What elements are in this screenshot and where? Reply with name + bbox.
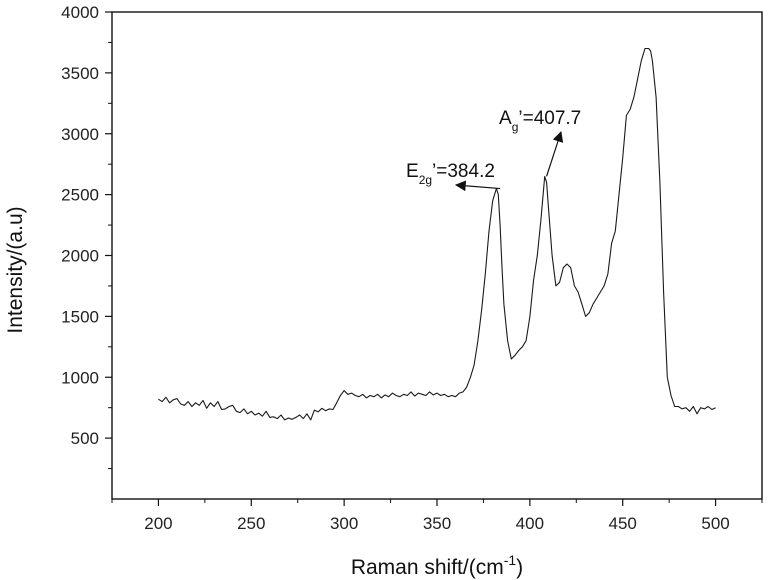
y-tick-label: 1000 (61, 368, 99, 387)
x-tick-label: 250 (237, 514, 265, 533)
y-tick-label: 500 (71, 429, 99, 448)
y-tick-label: 3000 (61, 125, 99, 144)
annotation-arrow (547, 132, 561, 176)
y-tick-label: 3500 (61, 64, 99, 83)
peak-label-subscript: 2g (419, 173, 432, 187)
x-tick-label: 350 (423, 514, 451, 533)
x-axis-title-main: Raman shift/(cm (351, 556, 504, 579)
peak-label-value: ’=384.2 (432, 161, 495, 182)
y-axis-title: Intensity/(a.u) (4, 206, 27, 333)
peak-label: Ag’=407.7 (499, 108, 581, 134)
peak-label-value: ’=407.7 (518, 108, 581, 129)
x-tick-label: 450 (609, 514, 637, 533)
x-tick-label: 500 (701, 514, 729, 533)
x-axis-title-close: ) (516, 556, 523, 579)
y-tick-label: 2000 (61, 247, 99, 266)
peak-label: E2g’=384.2 (406, 161, 495, 187)
x-axis-title: Raman shift/(cm-1) (351, 552, 523, 579)
annotation-arrow (456, 185, 500, 189)
spectrum-line (158, 49, 715, 420)
x-tick-label: 200 (144, 514, 172, 533)
y-tick-label: 4000 (61, 3, 99, 22)
peak-label-main: A (499, 108, 512, 129)
x-axis-title-sup: -1 (504, 552, 517, 568)
x-axis-ticks: 200 250 300 350 400 450 500 (112, 499, 762, 533)
peak-label-subscript: g (512, 120, 519, 134)
y-axis-ticks: 500 1000 1500 2000 2500 3000 3500 4000 (61, 3, 112, 469)
plot-frame (112, 12, 762, 499)
y-tick-label: 2500 (61, 186, 99, 205)
peak-label-main: E (406, 161, 419, 182)
peak-annotations: E2g’=384.2 Ag’=407.7 (406, 108, 581, 189)
x-tick-label: 300 (330, 514, 358, 533)
y-tick-label: 1500 (61, 307, 99, 326)
x-tick-label: 400 (516, 514, 544, 533)
